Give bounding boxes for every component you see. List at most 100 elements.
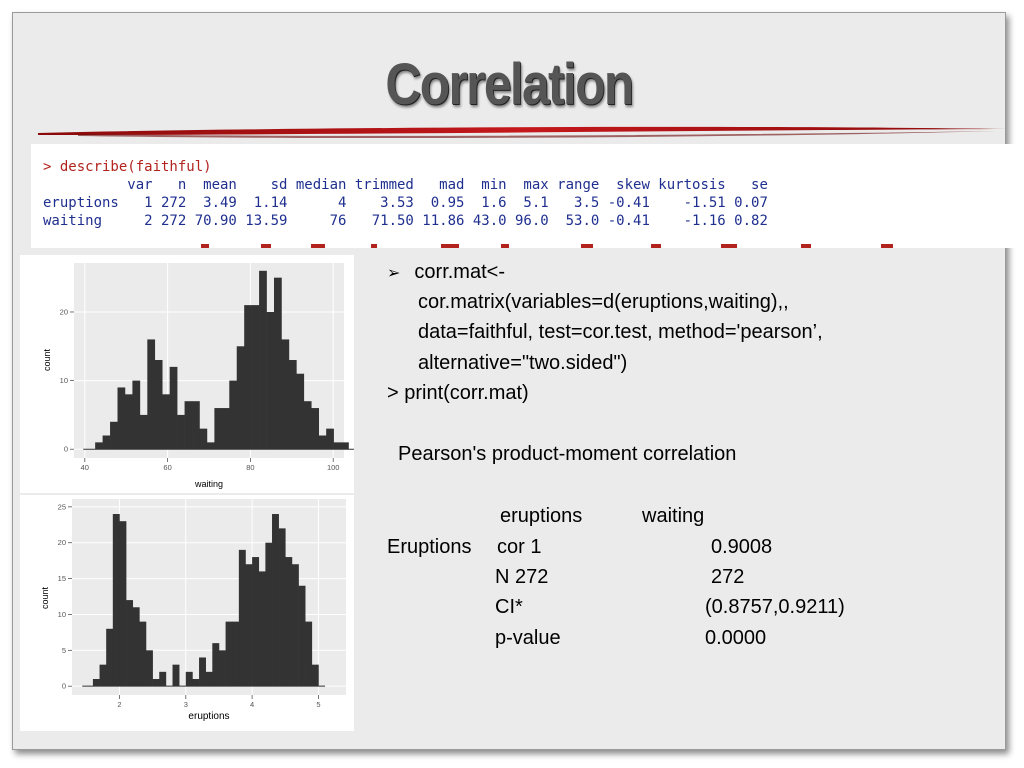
histogram-bar (205, 671, 213, 687)
histogram-bar (258, 571, 266, 687)
histogram-bar (311, 408, 320, 450)
histogram-bar (132, 607, 140, 687)
histogram-bar (221, 408, 230, 450)
histogram-bar (232, 621, 240, 687)
histogram-bar (159, 671, 167, 687)
stat-value-pvalue: 0.0000 (705, 627, 767, 649)
y-tick-label: 20 (58, 538, 66, 547)
histogram-bar (185, 671, 193, 687)
histogram-bar (139, 414, 148, 450)
y-tick-label: 10 (58, 610, 66, 619)
histogram-bar (305, 621, 313, 687)
histogram-bar (126, 600, 134, 687)
histogram-bar (252, 557, 260, 687)
histogram-bar (318, 435, 327, 450)
console-header: var n mean sd median trimmed mad min max… (43, 177, 768, 193)
histogram-bar (192, 401, 200, 450)
histogram-bar (154, 360, 163, 450)
stat-label-cor: cor 1 (497, 536, 542, 558)
stat-label-n: N 272 (495, 566, 549, 588)
y-tick-label: 25 (58, 502, 66, 511)
histogram-bar (145, 650, 153, 687)
console-row-eruptions: eruptions 1 272 3.49 1.14 4 3.53 0.95 1.… (43, 195, 768, 211)
histogram-bar (119, 521, 127, 687)
histogram-bar (273, 277, 282, 450)
histogram-bar (225, 621, 233, 687)
print-line: > print(corr.mat) (387, 382, 529, 404)
histogram-bar (291, 564, 299, 687)
console-row-waiting: waiting 2 272 70.90 13.59 76 71.50 11.86… (43, 213, 768, 229)
histogram-bar (244, 305, 252, 450)
console-cut-text (201, 244, 893, 248)
histogram-bar (184, 401, 193, 450)
histogram-eruptions: 0 5 10 15 20 25 2 3 4 5 eruptions count (20, 495, 354, 731)
bullet-arrow-icon: ➢ (387, 263, 401, 282)
y-axis-label: count (40, 586, 50, 609)
x-tick-label: 2 (117, 700, 121, 709)
histogram-bar (199, 657, 206, 687)
histogram-bar (92, 679, 100, 687)
stat-value-n: 272 (711, 566, 745, 588)
title-underline-swoosh (38, 126, 1008, 139)
x-tick-label: 3 (184, 700, 188, 709)
histogram-bar (251, 305, 260, 450)
histogram-bar (326, 428, 334, 450)
x-axis-label: eruptions (188, 711, 229, 722)
histogram-bar (341, 442, 349, 450)
x-tick-label: 100 (327, 463, 340, 472)
histogram-bar (333, 442, 342, 450)
histogram-bar (162, 394, 170, 450)
y-axis-label: count (42, 348, 52, 371)
slide: Correlation > describe(faithful) var n m… (12, 12, 1021, 750)
histogram-waiting: 0 10 20 40 60 80 100 waiting count (20, 255, 356, 493)
histogram-bar (288, 360, 297, 450)
histogram-bar (169, 366, 178, 450)
row-label-eruptions: Eruptions (387, 536, 472, 558)
slide-title: Correlation (385, 52, 634, 117)
histogram-bar (303, 401, 312, 450)
histogram-bar (245, 564, 253, 687)
histogram-bar (147, 339, 156, 450)
histogram-bar (110, 421, 118, 450)
bullet-line-1: corr.mat<- (414, 261, 505, 283)
histogram-bar (177, 414, 185, 450)
histogram-bar (298, 585, 306, 687)
histogram-bar (112, 514, 120, 687)
histogram-bar (117, 387, 126, 450)
y-tick-label: 0 (64, 445, 68, 454)
x-tick-label: 4 (250, 700, 254, 709)
histogram-bar (218, 650, 226, 687)
col-header-eruptions: eruptions (500, 505, 583, 527)
col-header-waiting: waiting (642, 505, 705, 527)
histogram-bar (99, 664, 107, 687)
console-command: > describe(faithful) (43, 159, 212, 175)
y-tick-label: 15 (58, 574, 66, 583)
bullet-line-4: alternative="two.sided") (418, 352, 628, 374)
x-tick-label: 5 (316, 700, 320, 709)
x-tick-label: 40 (81, 463, 89, 472)
result-title: Pearson's product-moment correlation (398, 443, 737, 465)
histogram-bar (311, 664, 319, 687)
histogram-bar (95, 442, 103, 450)
y-tick-label: 10 (60, 376, 68, 385)
histogram-bar (281, 339, 290, 450)
bullet-line-3: data=faithful, test=cor.test, method='pe… (418, 321, 823, 343)
histogram-bar (259, 270, 267, 450)
histogram-bar (124, 394, 133, 450)
histogram-waiting-svg: 0 10 20 40 60 80 100 waiting count (42, 263, 356, 489)
x-tick-label: 60 (163, 463, 171, 472)
histogram-bar (152, 679, 160, 687)
x-axis-label: waiting (194, 479, 223, 489)
histogram-bar (238, 549, 246, 687)
histogram-bar (229, 380, 238, 450)
histogram-bar (296, 373, 305, 450)
stat-value-ci: (0.8757,0.9211) (705, 596, 845, 618)
histogram-bar (266, 311, 275, 450)
histogram-bar (265, 542, 273, 687)
histogram-bar (272, 514, 279, 687)
stat-label-pvalue: p-value (495, 627, 561, 649)
histogram-bar (102, 435, 111, 450)
r-console-output: > describe(faithful) var n mean sd media… (31, 144, 1021, 248)
stat-label-ci: CI* (495, 596, 523, 618)
histogram-bar (106, 628, 114, 687)
